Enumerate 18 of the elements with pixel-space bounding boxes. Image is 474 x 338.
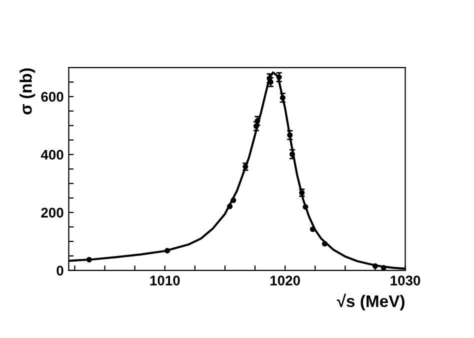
- point: [322, 240, 328, 247]
- x-tick-label: 1030: [390, 276, 420, 286]
- point: [302, 204, 308, 210]
- x-axis-title: √s (MeV): [336, 294, 404, 310]
- point: [310, 226, 316, 232]
- y-tick-label: 0: [56, 266, 64, 276]
- point: [164, 248, 170, 254]
- x-tick-label: 1010: [150, 276, 180, 286]
- point: [380, 265, 386, 270]
- x-tick-label: 1020: [270, 276, 300, 286]
- point: [230, 198, 236, 204]
- y-tick-label: 400: [40, 150, 64, 160]
- y-axis-title: σ (nb): [20, 68, 36, 114]
- y-tick-label: 200: [41, 208, 64, 218]
- point: [372, 263, 378, 269]
- point: [227, 204, 233, 210]
- point: [86, 256, 92, 262]
- y-tick-label: 600: [41, 92, 64, 102]
